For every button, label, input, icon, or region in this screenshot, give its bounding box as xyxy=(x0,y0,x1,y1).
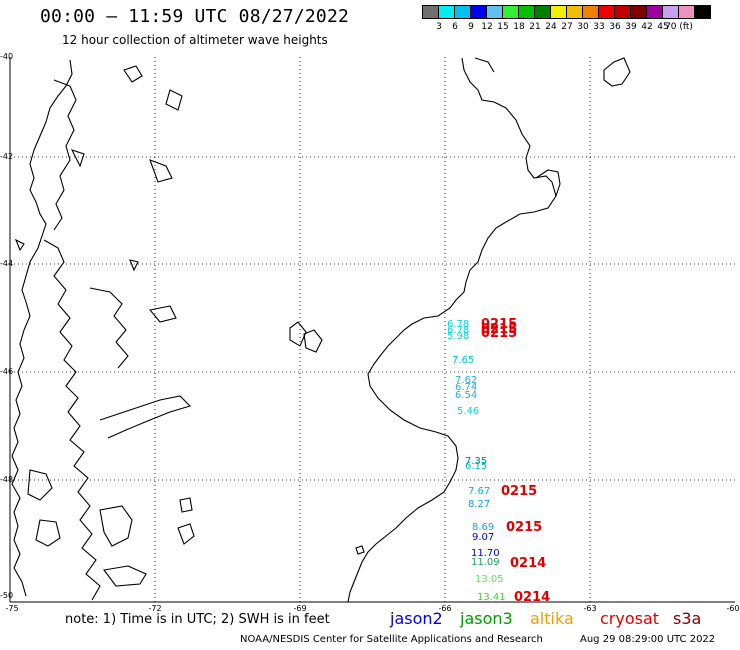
legend-label: 24 xyxy=(545,22,557,32)
latitude-tick-label: -40 xyxy=(0,52,14,61)
legend-label: 15 xyxy=(497,22,509,32)
pass-time-value: 0214 xyxy=(514,590,551,605)
longitude-tick-label: -60 xyxy=(726,604,740,613)
wave-height-value: 6.15 xyxy=(465,461,488,472)
legend-label: 3 xyxy=(436,22,442,32)
note-text: note: 1) Time is in UTC; 2) SWH is in fe… xyxy=(65,612,330,627)
wave-height-value: 6.54 xyxy=(455,390,478,401)
latitude-tick-label: -44 xyxy=(0,259,14,268)
longitude-tick-label: -66 xyxy=(438,604,452,613)
legend-label: 33 xyxy=(593,22,605,32)
timestamp-text: Aug 29 08:29:00 UTC 2022 xyxy=(580,634,716,645)
legend-labels: 3 6 9 12 15 18 21 24 27 30 33 36 39 42 45 70 (ft) xyxy=(422,22,740,34)
wave-height-value: 8.69 xyxy=(472,522,495,533)
map-subtitle: 12 hour collection of altimeter wave hei… xyxy=(62,33,328,47)
graticule xyxy=(10,57,735,602)
wave-height-value: 7.62 xyxy=(455,375,478,386)
pass-time-value: 0215 xyxy=(481,322,518,337)
satellite-name: jason2 xyxy=(390,609,443,628)
longitude-tick-label: -75 xyxy=(5,604,19,613)
legend-label: 9 xyxy=(468,22,474,32)
credit-text: NOAA/NESDIS Center for Satellite Applica… xyxy=(240,634,543,645)
coastline xyxy=(11,57,631,603)
wave-height-value: 7.65 xyxy=(452,355,475,366)
wave-height-value: 7.67 xyxy=(468,486,491,497)
legend-label: 6 xyxy=(452,22,458,32)
wave-height-value: 13.05 xyxy=(475,574,504,585)
legend-label: 21 xyxy=(529,22,541,32)
wave-height-value: 7.35 xyxy=(465,456,488,467)
pass-time-value: 0215 xyxy=(481,317,518,332)
legend-label: 12 xyxy=(481,22,493,32)
wave-height-value: 11.70 xyxy=(471,548,500,559)
wave-height-value: 6.78 xyxy=(447,319,470,330)
legend-label: 42 xyxy=(641,22,653,32)
longitude-tick-label: -69 xyxy=(293,604,307,613)
legend-label: 36 xyxy=(609,22,621,32)
pass-time-value: 0214 xyxy=(510,556,547,571)
wave-height-value: 5.98 xyxy=(447,331,470,342)
latitude-tick-label: -42 xyxy=(0,152,14,161)
pass-time-value: 0215 xyxy=(501,484,538,499)
color-legend xyxy=(422,5,711,19)
legend-label: 30 xyxy=(577,22,589,32)
satellite-name: cryosat xyxy=(600,609,660,628)
wave-height-value: 6.74 xyxy=(455,382,478,393)
longitude-tick-label: -72 xyxy=(148,604,162,613)
wave-height-value: 13.41 xyxy=(477,592,506,603)
satellite-name: jason3 xyxy=(460,609,513,628)
map-title: 00:00 – 11:59 UTC 08/27/2022 xyxy=(40,6,350,27)
wave-height-value: 8.27 xyxy=(468,499,491,510)
pass-time-value: 0215 xyxy=(506,520,543,535)
satellite-name: altika xyxy=(530,609,574,628)
legend-label: 45 xyxy=(657,22,669,32)
latitude-tick-label: -48 xyxy=(0,475,14,484)
legend-label: 18 xyxy=(513,22,525,32)
latitude-tick-label: -50 xyxy=(0,591,14,600)
legend-label: 70 (ft) xyxy=(665,22,693,32)
longitude-tick-label: -63 xyxy=(583,604,597,613)
map-frame xyxy=(9,57,735,603)
wave-height-value: 6.78 xyxy=(447,325,470,336)
legend-swatch xyxy=(694,5,711,19)
legend-label: 39 xyxy=(625,22,637,32)
legend-label: 27 xyxy=(561,22,573,32)
satellite-name: s3a xyxy=(673,609,702,628)
pass-time-value: 0215 xyxy=(481,326,518,341)
wave-height-value: 5.46 xyxy=(457,406,480,417)
wave-height-value: 11.09 xyxy=(471,557,500,568)
wave-height-value: 9.07 xyxy=(472,532,495,543)
latitude-tick-label: -46 xyxy=(0,367,14,376)
